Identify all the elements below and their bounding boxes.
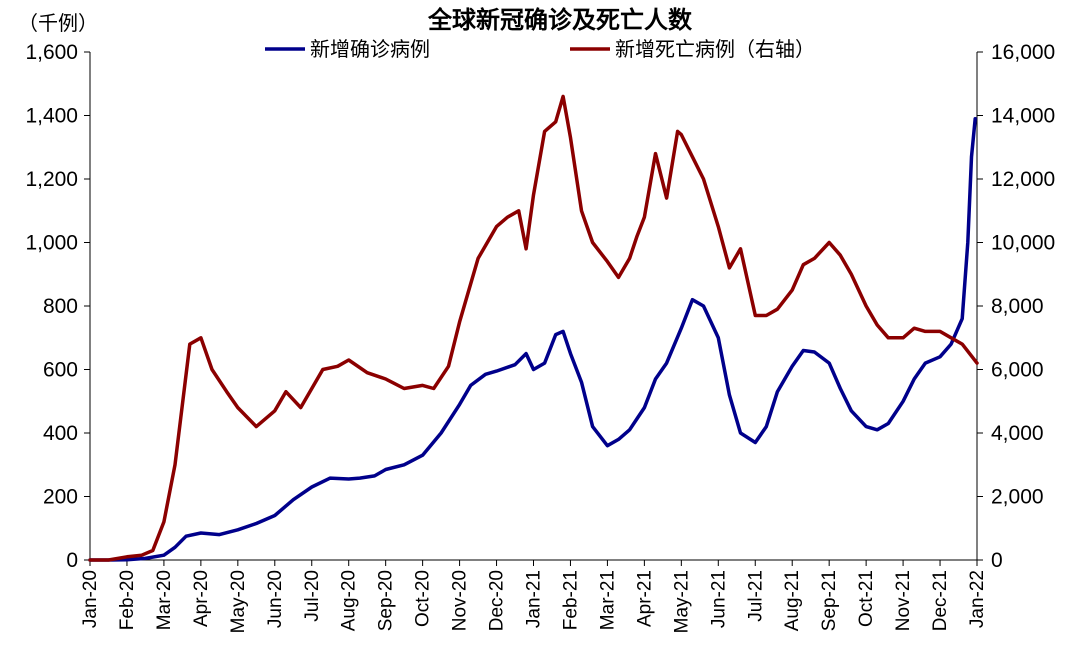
- x-tick-label: Apr-21: [634, 570, 655, 627]
- right-tick-label: 0: [991, 549, 1003, 572]
- left-tick-label: 0: [66, 549, 78, 572]
- x-tick-label: Mar-21: [597, 570, 618, 630]
- x-tick-label: May-20: [228, 570, 249, 633]
- legend-label-deaths: 新增死亡病例（右轴）: [615, 37, 815, 61]
- left-tick-label: 1,200: [25, 168, 78, 191]
- legend: 新增确诊病例 新增死亡病例（右轴）: [265, 37, 815, 61]
- right-axis-ticks: 0 2,000 4,000 6,000 8,000 10,000 12,000 14,000 1…: [977, 41, 1055, 572]
- x-tick-label: Mar-20: [154, 570, 175, 630]
- x-tick-label: May-21: [671, 570, 692, 633]
- x-tick-label: Jan-21: [524, 570, 545, 628]
- left-tick-label: 600: [43, 359, 78, 382]
- x-tick-label: Nov-21: [893, 570, 914, 631]
- left-axis-unit: （千例）: [18, 11, 98, 35]
- x-tick-label: Nov-20: [450, 570, 471, 631]
- x-tick-label: Jun-20: [265, 570, 286, 628]
- x-tick-label: Dec-21: [930, 570, 951, 631]
- x-tick-label: Feb-20: [117, 570, 138, 630]
- series-line-deaths: [88, 94, 979, 562]
- x-tick-label: Jul-20: [302, 570, 323, 622]
- left-tick-label: 1,000: [25, 232, 78, 255]
- x-axis-ticks: Jan-20 Feb-20 Mar-20 Apr-20 May-20 Jun-20 Jul-…: [80, 560, 988, 633]
- left-tick-label: 1,400: [25, 105, 78, 128]
- x-tick-label: Oct-20: [413, 570, 434, 627]
- x-tick-label: Sep-20: [376, 570, 397, 631]
- x-tick-label: Dec-20: [487, 570, 508, 631]
- right-tick-label: 6,000: [991, 359, 1044, 382]
- right-tick-label: 10,000: [991, 232, 1055, 255]
- x-tick-label: Jul-21: [745, 570, 766, 622]
- chart-title: 全球新冠确诊及死亡人数: [427, 6, 693, 34]
- right-tick-label: 4,000: [991, 422, 1044, 445]
- axes: [89, 52, 978, 561]
- x-tick-label: Aug-21: [782, 570, 803, 631]
- right-tick-label: 14,000: [991, 105, 1055, 128]
- left-tick-label: 200: [43, 486, 78, 509]
- series-line-confirmed: [88, 116, 977, 562]
- x-tick-label: Jun-21: [708, 570, 729, 628]
- x-tick-label: Feb-21: [560, 570, 581, 630]
- right-tick-label: 8,000: [991, 295, 1044, 318]
- x-tick-label: Oct-21: [856, 570, 877, 627]
- x-tick-label: Apr-20: [191, 570, 212, 627]
- x-tick-label: Jan-22: [967, 570, 988, 628]
- x-tick-label: Sep-21: [819, 570, 840, 631]
- left-tick-label: 1,600: [25, 41, 78, 64]
- right-tick-label: 2,000: [991, 486, 1044, 509]
- left-tick-label: 400: [43, 422, 78, 445]
- left-tick-label: 800: [43, 295, 78, 318]
- x-tick-label: Aug-20: [339, 570, 360, 631]
- legend-label-confirmed: 新增确诊病例: [310, 37, 430, 61]
- right-tick-label: 16,000: [991, 41, 1055, 64]
- x-tick-label: Jan-20: [80, 570, 101, 628]
- left-axis-ticks: 0 200 400 600 800 1,000 1,200 1,400 1,600: [25, 41, 90, 572]
- right-tick-label: 12,000: [991, 168, 1055, 191]
- plot-area: [88, 94, 979, 562]
